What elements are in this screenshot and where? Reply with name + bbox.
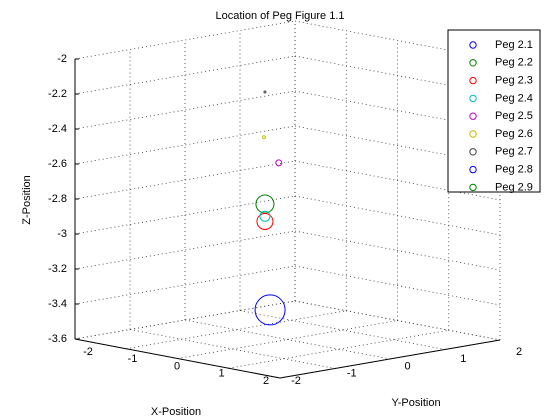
z-tick-label: -2.8 xyxy=(48,193,67,205)
data-point xyxy=(254,294,286,326)
z-tick-label: -2.4 xyxy=(48,123,67,135)
x-tick-label: 2 xyxy=(263,375,269,387)
grid-line xyxy=(184,319,391,360)
x-tick-label: -1 xyxy=(128,353,138,365)
data-point xyxy=(256,212,274,230)
grid-line xyxy=(294,300,501,341)
x-tick-label: 0 xyxy=(174,360,180,372)
legend-marker xyxy=(469,94,477,103)
grid-line xyxy=(294,265,501,306)
grid-line xyxy=(294,90,501,131)
grid-line xyxy=(239,310,446,350)
grid-line xyxy=(294,125,501,166)
z-tick-label: -2 xyxy=(57,53,67,65)
data-point xyxy=(261,135,266,140)
y-axis xyxy=(279,339,501,379)
z-tick-label: -3 xyxy=(57,228,67,240)
data-point xyxy=(275,159,283,167)
z-tick-label: -2.2 xyxy=(48,88,67,100)
legend-label: Peg 2.6 xyxy=(495,128,533,140)
grid-line xyxy=(294,230,501,271)
legend-marker xyxy=(469,165,477,174)
legend-label: Peg 2.9 xyxy=(495,181,533,193)
legend-marker xyxy=(469,59,477,67)
legend-marker xyxy=(469,41,477,49)
legend-label: Peg 2.5 xyxy=(495,110,533,122)
data-point xyxy=(259,210,271,222)
legend-label: Peg 2.3 xyxy=(495,75,533,87)
x-tick-label: -2 xyxy=(83,346,93,358)
legend-label: Peg 2.4 xyxy=(495,92,533,104)
y-axis-label: Y-Position xyxy=(391,397,440,409)
grid-line xyxy=(294,160,501,201)
legend-label: Peg 2.8 xyxy=(495,164,533,176)
legend-label: Peg 2.2 xyxy=(495,57,533,69)
z-axis-label: Z-Position xyxy=(21,175,33,225)
z-tick-label: -3.4 xyxy=(48,298,67,310)
chart-title: Location of Peg Figure 1.1 xyxy=(215,10,344,22)
x-axis-label: X-Position xyxy=(151,406,201,418)
x-tick-label: 1 xyxy=(218,368,224,380)
legend-marker xyxy=(469,112,477,120)
legend-marker xyxy=(469,183,477,192)
legend-box xyxy=(447,29,541,193)
z-tick-label: -3.6 xyxy=(48,333,67,345)
legend-marker xyxy=(469,130,477,138)
y-tick-label: 2 xyxy=(516,346,522,358)
z-tick-label: -3.2 xyxy=(48,263,67,275)
grid-line xyxy=(129,329,336,369)
z-tick-label: -2.6 xyxy=(48,158,67,170)
grid-line xyxy=(294,195,501,236)
y-tick-label: 0 xyxy=(404,360,410,372)
legend-label: Peg 2.1 xyxy=(495,39,533,51)
y-tick-label: -1 xyxy=(347,368,357,380)
legend-label: Peg 2.7 xyxy=(495,146,533,158)
grid-line xyxy=(294,55,501,96)
y-tick-label: 1 xyxy=(460,353,466,365)
legend-marker xyxy=(469,148,477,156)
y-tick-label: -2 xyxy=(291,375,301,387)
x-axis xyxy=(74,338,281,379)
legend-marker xyxy=(469,76,477,85)
data-point xyxy=(263,90,267,94)
grid-line xyxy=(294,20,501,61)
